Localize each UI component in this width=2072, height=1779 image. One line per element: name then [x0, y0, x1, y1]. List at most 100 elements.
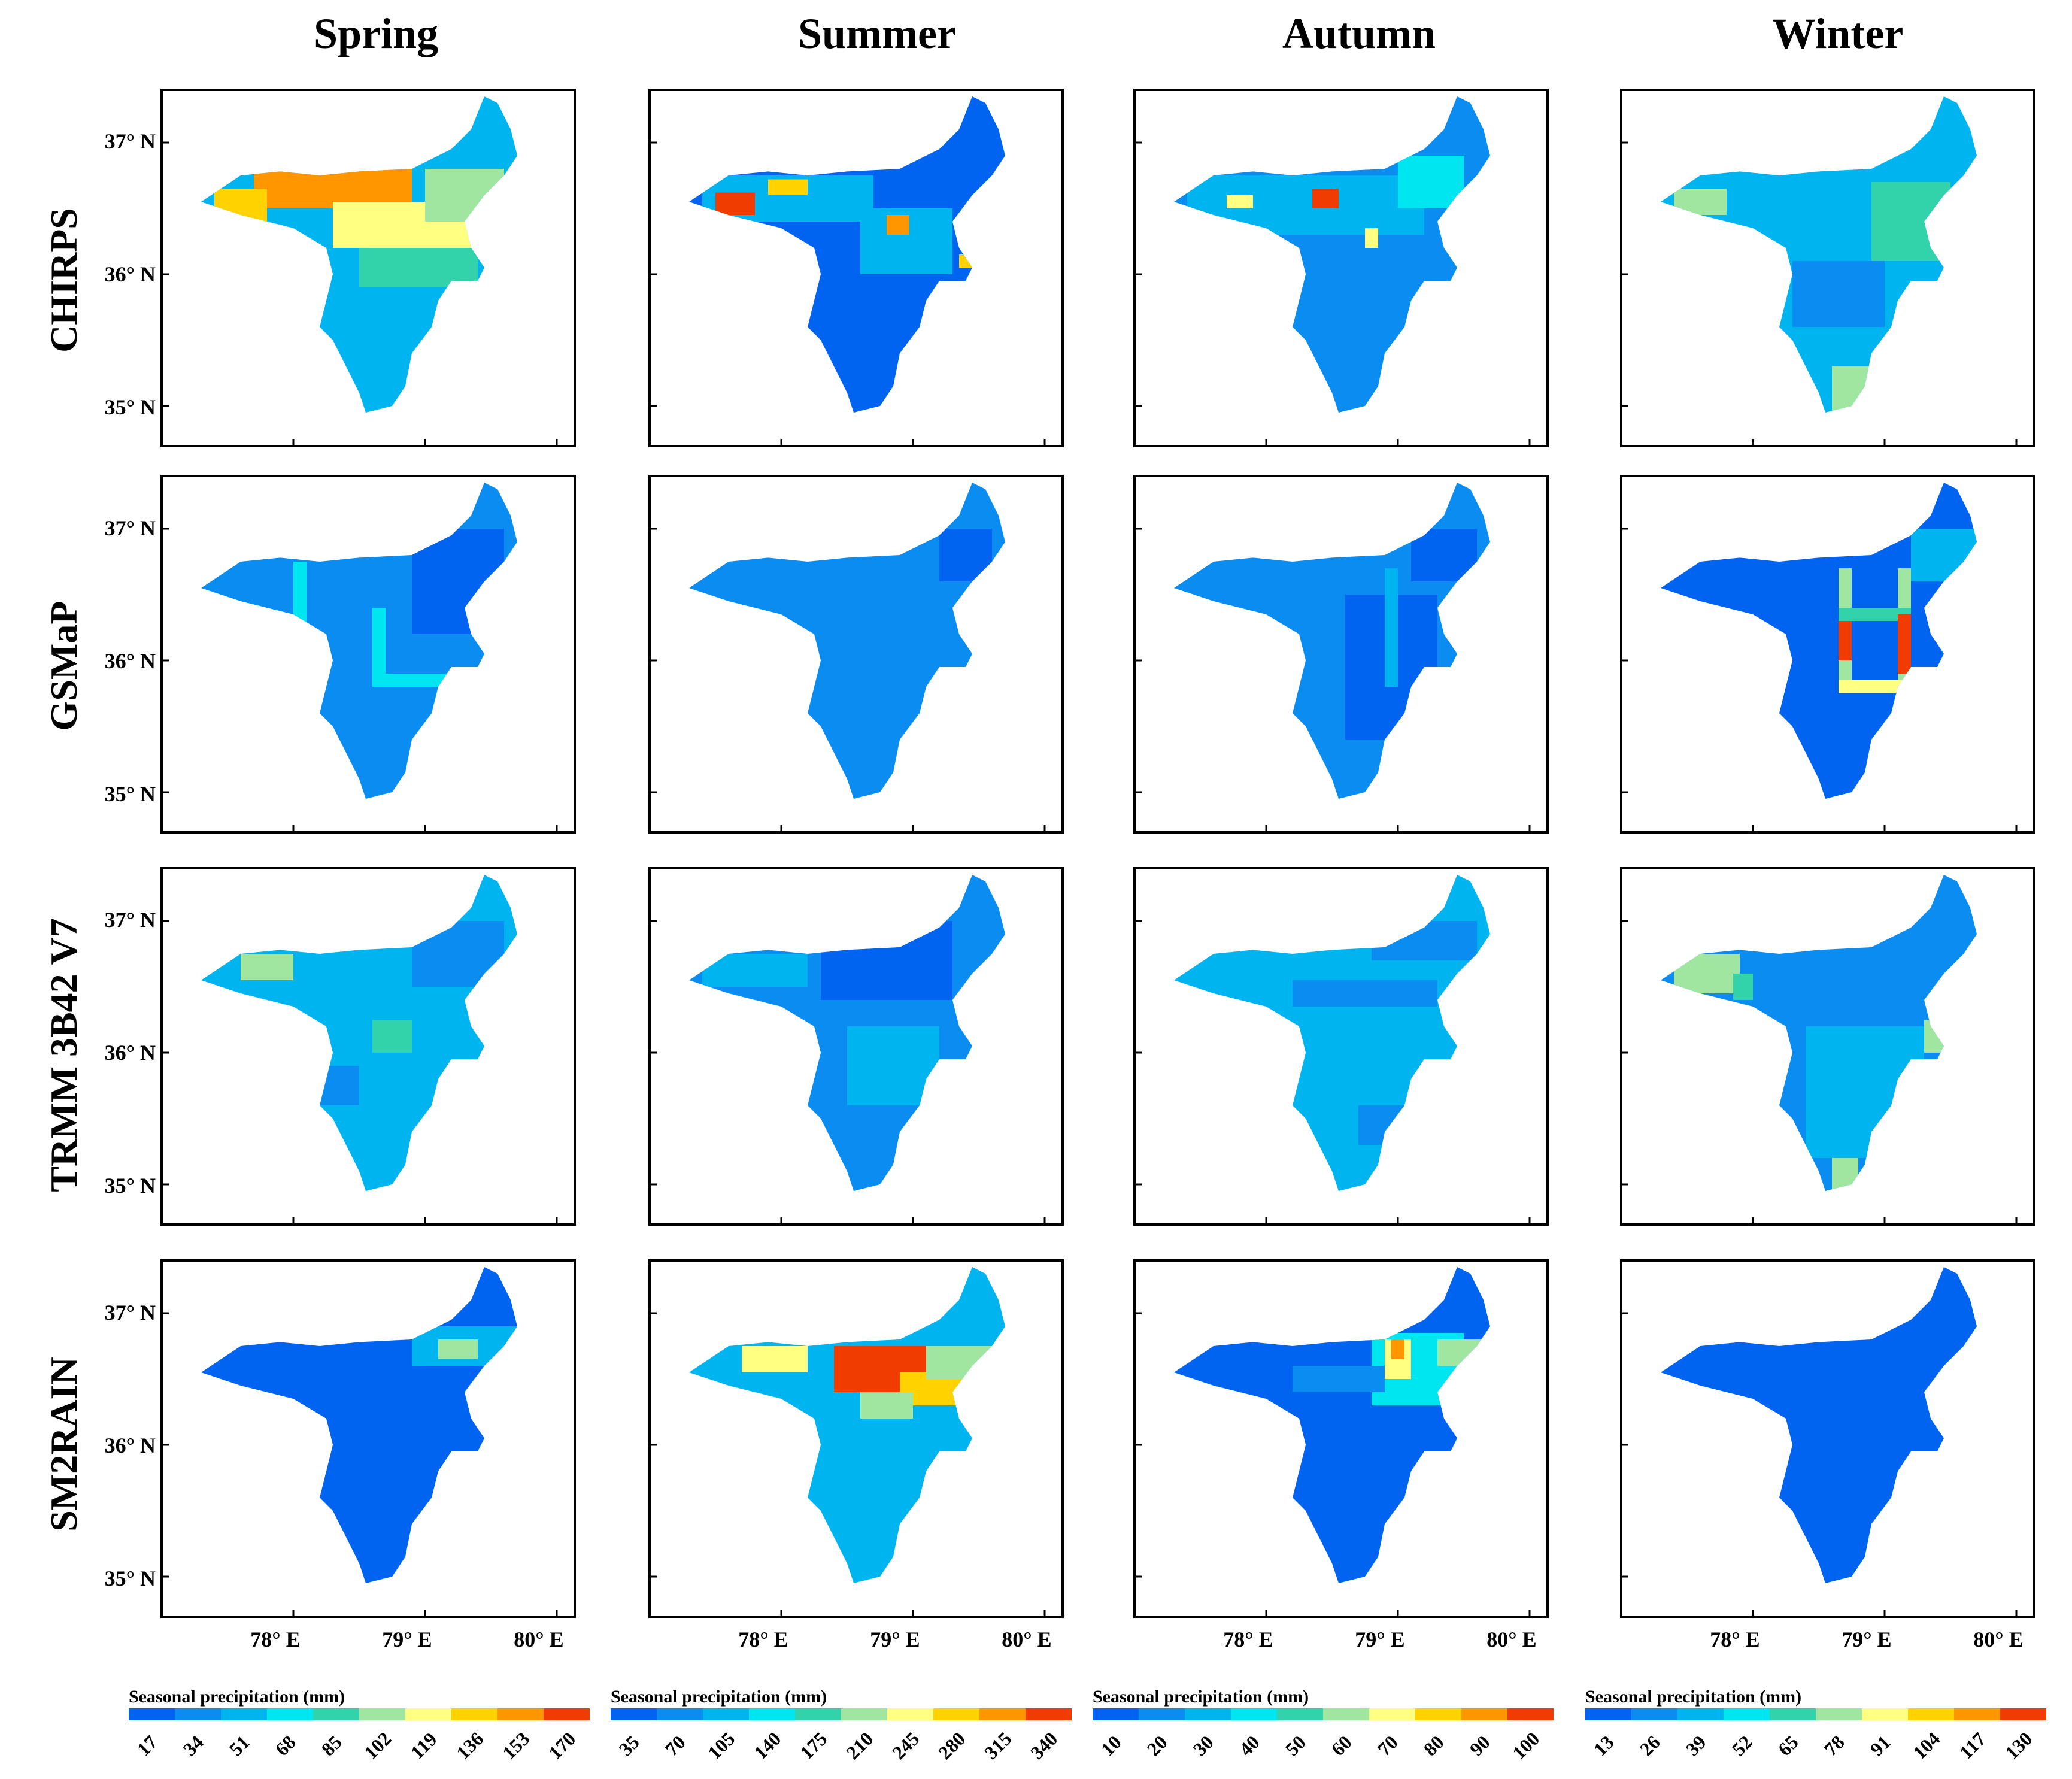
colorbar-segment: [405, 1708, 451, 1720]
precip-cell: [1674, 189, 1727, 215]
basin-fill: [201, 483, 517, 799]
colorbar-segment: [129, 1708, 175, 1720]
lat-label-36-row3: 36° N: [105, 1041, 156, 1065]
colorbar-segment: [1093, 1708, 1139, 1720]
precip-cell: [939, 529, 992, 581]
precip-cell: [1792, 261, 1885, 327]
precip-cell: [1391, 1339, 1404, 1359]
basin-fill: [1174, 483, 1490, 799]
colorbar-segment: [175, 1708, 221, 1720]
panel-frame: [160, 89, 576, 447]
panel-frame: [1133, 867, 1549, 1226]
colorbar-segment: [1461, 1708, 1507, 1720]
panel-trmm-autumn: [1133, 867, 1549, 1226]
colorbar-tick-label: 90: [1466, 1731, 1494, 1760]
precip-cell: [1227, 195, 1253, 208]
lon-label-80-col3: 80° E: [1486, 1628, 1536, 1651]
colorbar-spring: 17 34 51 68 85 102 119 136 153 170: [129, 1708, 590, 1763]
colorbar-tick-label: 102: [360, 1728, 395, 1763]
panel-chirps-spring: [160, 89, 576, 447]
precip-cell: [412, 529, 504, 634]
panel-frame: [1133, 89, 1549, 447]
panel-frame: [1620, 867, 2035, 1226]
basin-fill: [1661, 1267, 1977, 1583]
colorbar-tick-label: 60: [1327, 1731, 1356, 1760]
basin-fill: [1174, 1267, 1490, 1583]
lat-label-37-row3: 37° N: [105, 908, 156, 932]
precip-cell: [1674, 954, 1740, 993]
precip-cell: [425, 169, 504, 222]
lat-label-35-row1: 35° N: [105, 395, 156, 419]
colorbar-tick-label: 105: [703, 1728, 739, 1763]
lat-label-36-row4: 36° N: [105, 1433, 156, 1457]
panel-frame: [1133, 475, 1549, 834]
precip-cell: [372, 674, 465, 687]
panel-frame: [1133, 1259, 1549, 1618]
lon-label-78-col2: 78° E: [738, 1628, 788, 1651]
colorbar-segment: [267, 1708, 313, 1720]
colorbar-tick-label: 70: [1373, 1731, 1402, 1760]
precip-cell: [1411, 529, 1477, 581]
lon-label-80-col1: 80° E: [514, 1628, 563, 1651]
lat-label-37-row1: 37° N: [105, 129, 156, 153]
colorbar-title-spring: Seasonal precipitation (mm): [129, 1687, 345, 1707]
lon-label-80-col4: 80° E: [1973, 1628, 2023, 1651]
precip-cell: [1839, 621, 1852, 660]
colorbar-tick-label: 210: [842, 1728, 877, 1763]
colorbar-tick-label: 13: [1589, 1731, 1618, 1760]
colorbar-segment: [1231, 1708, 1277, 1720]
colorbar-tick-label: 280: [934, 1728, 969, 1763]
season-title-autumn: Autumn: [1282, 10, 1436, 57]
precip-cell: [1385, 568, 1398, 687]
basin-fill: [201, 1267, 517, 1583]
colorbar-segment: [933, 1708, 979, 1720]
panel-gsmap-autumn: [1133, 475, 1549, 834]
precip-cell: [1832, 366, 1871, 413]
colorbar-tick-label: 20: [1143, 1731, 1172, 1760]
row-label-gsmap: GSMaP: [43, 601, 85, 731]
lat-label-35-row3: 35° N: [105, 1174, 156, 1198]
precip-cell: [241, 954, 293, 980]
season-title-winter: Winter: [1773, 10, 1904, 57]
lat-label-36-row1: 36° N: [105, 262, 156, 286]
season-title-spring: Spring: [314, 10, 438, 57]
precip-cell: [1806, 1026, 1924, 1158]
colorbar-segment: [703, 1708, 749, 1720]
precip-cell: [1358, 1105, 1424, 1145]
colorbar-segment: [1369, 1708, 1415, 1720]
basin-fill: [689, 1267, 1005, 1583]
colorbar-tick-label: 51: [225, 1731, 254, 1760]
lat-label-37-row2: 37° N: [105, 516, 156, 540]
basin-fill: [689, 483, 1005, 799]
colorbar-tick-label: 52: [1728, 1731, 1757, 1760]
precip-cell: [320, 1066, 359, 1105]
panel-chirps-autumn: [1133, 89, 1549, 447]
panel-frame: [1620, 89, 2035, 447]
colorbar-segment: [1585, 1708, 1631, 1720]
precip-cell: [1312, 189, 1339, 208]
lon-label-79-col2: 79° E: [870, 1628, 920, 1651]
colorbar-segment: [1507, 1708, 1554, 1720]
precip-cell: [1924, 1020, 1950, 1053]
precip-cell: [412, 921, 504, 987]
panel-frame: [648, 1259, 1064, 1618]
colorbar-segment: [1026, 1708, 1072, 1720]
colorbar-title-summer: Seasonal precipitation (mm): [611, 1687, 827, 1707]
colorbar-tick-label: 39: [1682, 1731, 1710, 1760]
panel-trmm-summer: [648, 867, 1064, 1226]
precip-cell: [372, 608, 386, 687]
panel-frame: [160, 867, 576, 1226]
colorbar-tick-label: 340: [1026, 1728, 1061, 1763]
precip-cell: [926, 1346, 1005, 1379]
panel-sm2rain-autumn: [1133, 1259, 1549, 1618]
precip-cell: [1437, 1339, 1490, 1366]
colorbar-segment: [451, 1708, 497, 1720]
basin-fill: [1174, 96, 1490, 413]
colorbar-tick-label: 80: [1419, 1731, 1448, 1760]
row-label-sm2rain: SM2RAIN: [43, 1357, 85, 1532]
lon-label-79-col1: 79° E: [382, 1628, 432, 1651]
colorbar-tick-label: 315: [980, 1728, 1015, 1763]
panel-trmm-winter: [1620, 867, 2035, 1226]
panel-chirps-summer: [648, 89, 1064, 447]
colorbar-tick-label: 104: [1909, 1728, 1944, 1763]
